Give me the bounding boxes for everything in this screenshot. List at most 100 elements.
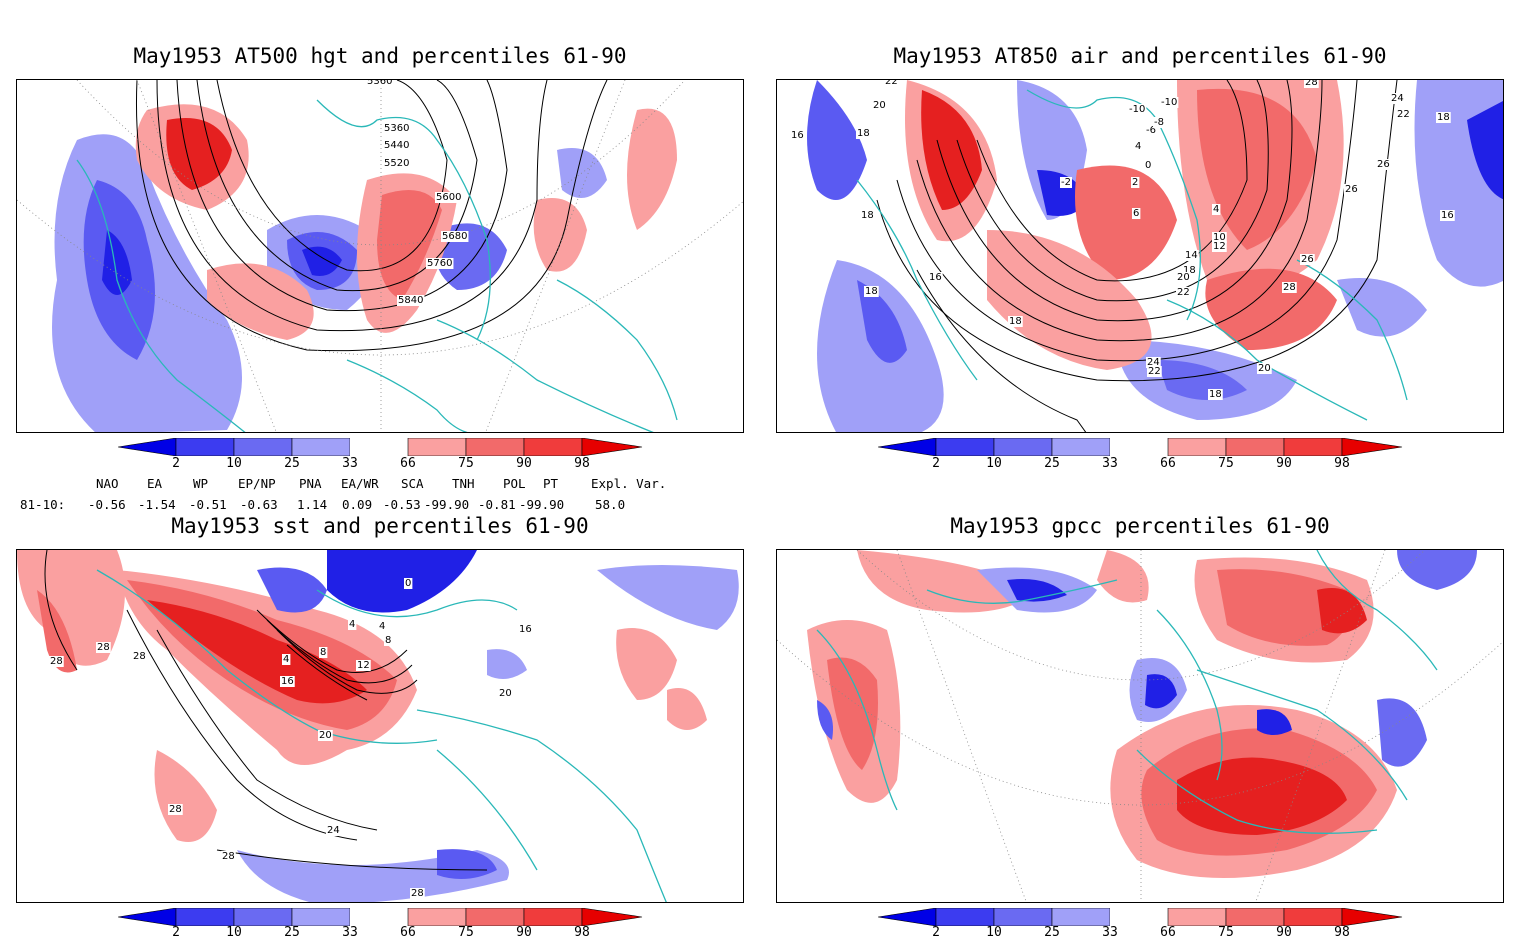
anomaly-red [1205, 268, 1337, 350]
contour-label: 22 [1397, 109, 1410, 120]
map-air850: 22 20 18 16 18 18 16 18 -10 -10 -6 -8 4 … [790, 80, 1503, 432]
index-value: -0.51 [189, 497, 227, 512]
colorbar-label: 98 [574, 456, 590, 471]
panel-title-hgt500: May1953 AT500 hgt and percentiles 61-90 [133, 44, 627, 68]
contour-label: 28 [169, 804, 182, 815]
contour-label: 4 [379, 621, 385, 632]
anomaly-red [1197, 88, 1317, 250]
colorbar-label: 2 [172, 456, 180, 471]
contour-label: -10 [1161, 97, 1177, 108]
contour-label: 4 [1213, 204, 1219, 215]
index-header: TNH [452, 476, 475, 491]
contour-label: 28 [1305, 80, 1318, 88]
colorbar-label: 25 [284, 456, 300, 471]
anomaly-red [166, 118, 232, 190]
contour-label: 18 [1183, 265, 1196, 276]
colorbar-top-left [118, 438, 643, 456]
contour-label: 5440 [384, 140, 409, 151]
colorbar-label: 10 [226, 456, 242, 471]
contour-label: -10 [1129, 104, 1145, 115]
colorbar-label: 75 [458, 456, 474, 471]
anomaly-blue [487, 649, 527, 679]
anomaly-blue [1145, 674, 1177, 709]
colorbar-bottom-left [118, 908, 643, 926]
colorbar-bottom-right [878, 908, 1403, 926]
contour-label: 4 [349, 619, 355, 630]
colorbar-label: 66 [400, 456, 416, 471]
index-header: POL [503, 476, 526, 491]
contour-label: 20 [1258, 363, 1271, 374]
contour-label: 28 [1283, 282, 1296, 293]
index-value: -99.90 [424, 497, 470, 512]
index-value: -0.63 [240, 497, 278, 512]
colorbar-top-right [878, 438, 1403, 456]
coastlines [96, 569, 667, 902]
anomaly-blue [1397, 550, 1477, 590]
contour-label: 20 [1177, 272, 1190, 283]
map-gpcc [777, 550, 1503, 902]
panel-title-air850: May1953 AT850 air and percentiles 61-90 [893, 44, 1387, 68]
contour-label: 16 [519, 624, 532, 635]
contour-label: 18 [1009, 316, 1022, 327]
contour-label: 8 [385, 635, 391, 646]
contour-label: 16 [791, 130, 804, 141]
contour-label: 16 [281, 676, 294, 687]
colorbar-label: 98 [1334, 925, 1350, 940]
contour-label: 20 [873, 100, 886, 111]
anomaly-red [1177, 757, 1347, 835]
anomaly-red [627, 108, 677, 230]
anomaly-red [1097, 550, 1149, 603]
anomaly-blue [1037, 170, 1087, 216]
index-value: 1.14 [297, 497, 328, 512]
index-row-label: 81-10: [20, 497, 66, 512]
anomaly-blue [327, 550, 477, 613]
anomaly-red [147, 600, 367, 704]
contour-label: 12 [357, 660, 370, 671]
anomaly-blue [437, 849, 497, 879]
colorbar-label: 90 [516, 925, 532, 940]
index-value: -99.90 [519, 497, 565, 512]
contour-label: 4 [1135, 141, 1141, 152]
contour-label: 14 [1185, 250, 1198, 261]
index-header: Expl. Var. [591, 476, 667, 491]
colorbar-label: 10 [226, 925, 242, 940]
anomaly-red [154, 750, 217, 842]
colorbar-label: 90 [1276, 456, 1292, 471]
anomaly-red [827, 657, 878, 770]
anomaly-red [987, 230, 1152, 370]
contour-label: 18 [1437, 112, 1450, 123]
colorbar-label: 10 [986, 925, 1002, 940]
contour-labels: 28 28 28 0 4 4 8 4 8 12 16 20 20 16 28 2… [49, 578, 533, 899]
colorbar-label: 66 [400, 925, 416, 940]
contour-label: 0 [1145, 160, 1151, 171]
contour-label: 5360 [384, 123, 409, 134]
coastlines [76, 99, 678, 432]
map-hgt500: 5360 5440 5520 5600 5680 5760 5840 5360 [17, 80, 743, 432]
colorbar-label: 75 [1218, 456, 1234, 471]
anomaly-blue [1377, 698, 1427, 767]
colorbar-label: 33 [342, 925, 358, 940]
colorbar-label: 75 [458, 925, 474, 940]
index-header: PT [543, 476, 559, 491]
contour-label: 5520 [384, 158, 409, 169]
anomaly-blue [102, 230, 132, 295]
index-value: -0.56 [88, 497, 126, 512]
anomaly-red [857, 550, 1037, 613]
anomaly-red [17, 550, 125, 666]
contour-label: 26 [1301, 254, 1314, 265]
anomaly-red [616, 628, 677, 700]
colorbar-label: 2 [932, 925, 940, 940]
index-header: EP/NP [238, 476, 276, 491]
contour-label: 20 [319, 730, 332, 741]
index-header: EA [147, 476, 163, 491]
height-contours [135, 80, 608, 352]
anomaly-red [1317, 588, 1367, 634]
contour-labels: 22 20 18 16 18 18 16 18 -10 -10 -6 -8 4 … [790, 80, 1455, 400]
contour-label: 22 [1148, 366, 1161, 377]
contour-label: 5360 [367, 80, 392, 87]
anomaly-blue [1257, 709, 1292, 735]
panel-title-gpcc: May1953 gpcc percentiles 61-90 [950, 514, 1330, 538]
contour-label: 28 [411, 888, 424, 899]
contour-label: -8 [1154, 117, 1164, 128]
index-header: EA/WR [341, 476, 379, 491]
